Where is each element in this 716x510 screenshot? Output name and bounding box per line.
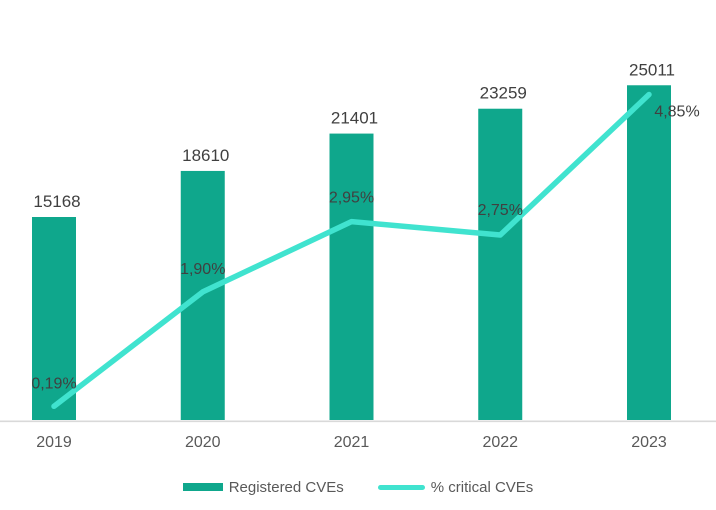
bar-2021	[329, 133, 374, 420]
critical-cves-line	[51, 91, 652, 410]
line-value-label-2023: 4,85%	[654, 104, 699, 121]
legend-item-registered-cves: Registered CVEs	[182, 478, 344, 496]
bar-value-label-2019: 15168	[33, 192, 80, 211]
legend-item-critical-cves: % critical CVEs	[377, 478, 534, 496]
line-value-label-2019: 0,19%	[31, 375, 76, 392]
legend-label-critical-cves: % critical CVEs	[430, 478, 534, 496]
bar-2020	[180, 170, 225, 420]
x-axis-label-2021: 2021	[334, 434, 370, 451]
bar-2019	[32, 217, 76, 420]
bar-2023	[627, 85, 671, 420]
x-axis-label-2020: 2020	[185, 434, 221, 451]
chart-plot-area: 15168 18610 21401 23259 25011 0,19% 1,90% 2,95%…	[0, 60, 716, 451]
bar-value-label-2020: 18610	[182, 146, 229, 165]
x-axis-label-2023: 2023	[631, 434, 667, 451]
bar-value-label-2022: 23259	[480, 84, 527, 103]
x-axis-label-2022: 2022	[482, 434, 518, 451]
bar-value-label-2021: 21401	[331, 109, 378, 128]
x-axis-label-2019: 2019	[36, 434, 72, 451]
bar-value-label-2023: 25011	[629, 60, 675, 79]
bar-2022	[478, 108, 523, 420]
chart-legend: Registered CVEs % critical CVEs	[0, 476, 716, 498]
line-value-label-2020: 1,90%	[180, 261, 225, 278]
line-value-label-2021: 2,95%	[329, 190, 374, 207]
line-series-swatch-icon	[377, 484, 425, 490]
legend-label-registered-cves: Registered CVEs	[228, 478, 344, 496]
line-value-label-2022: 2,75%	[478, 202, 523, 219]
bar-series-swatch-icon	[182, 483, 223, 491]
